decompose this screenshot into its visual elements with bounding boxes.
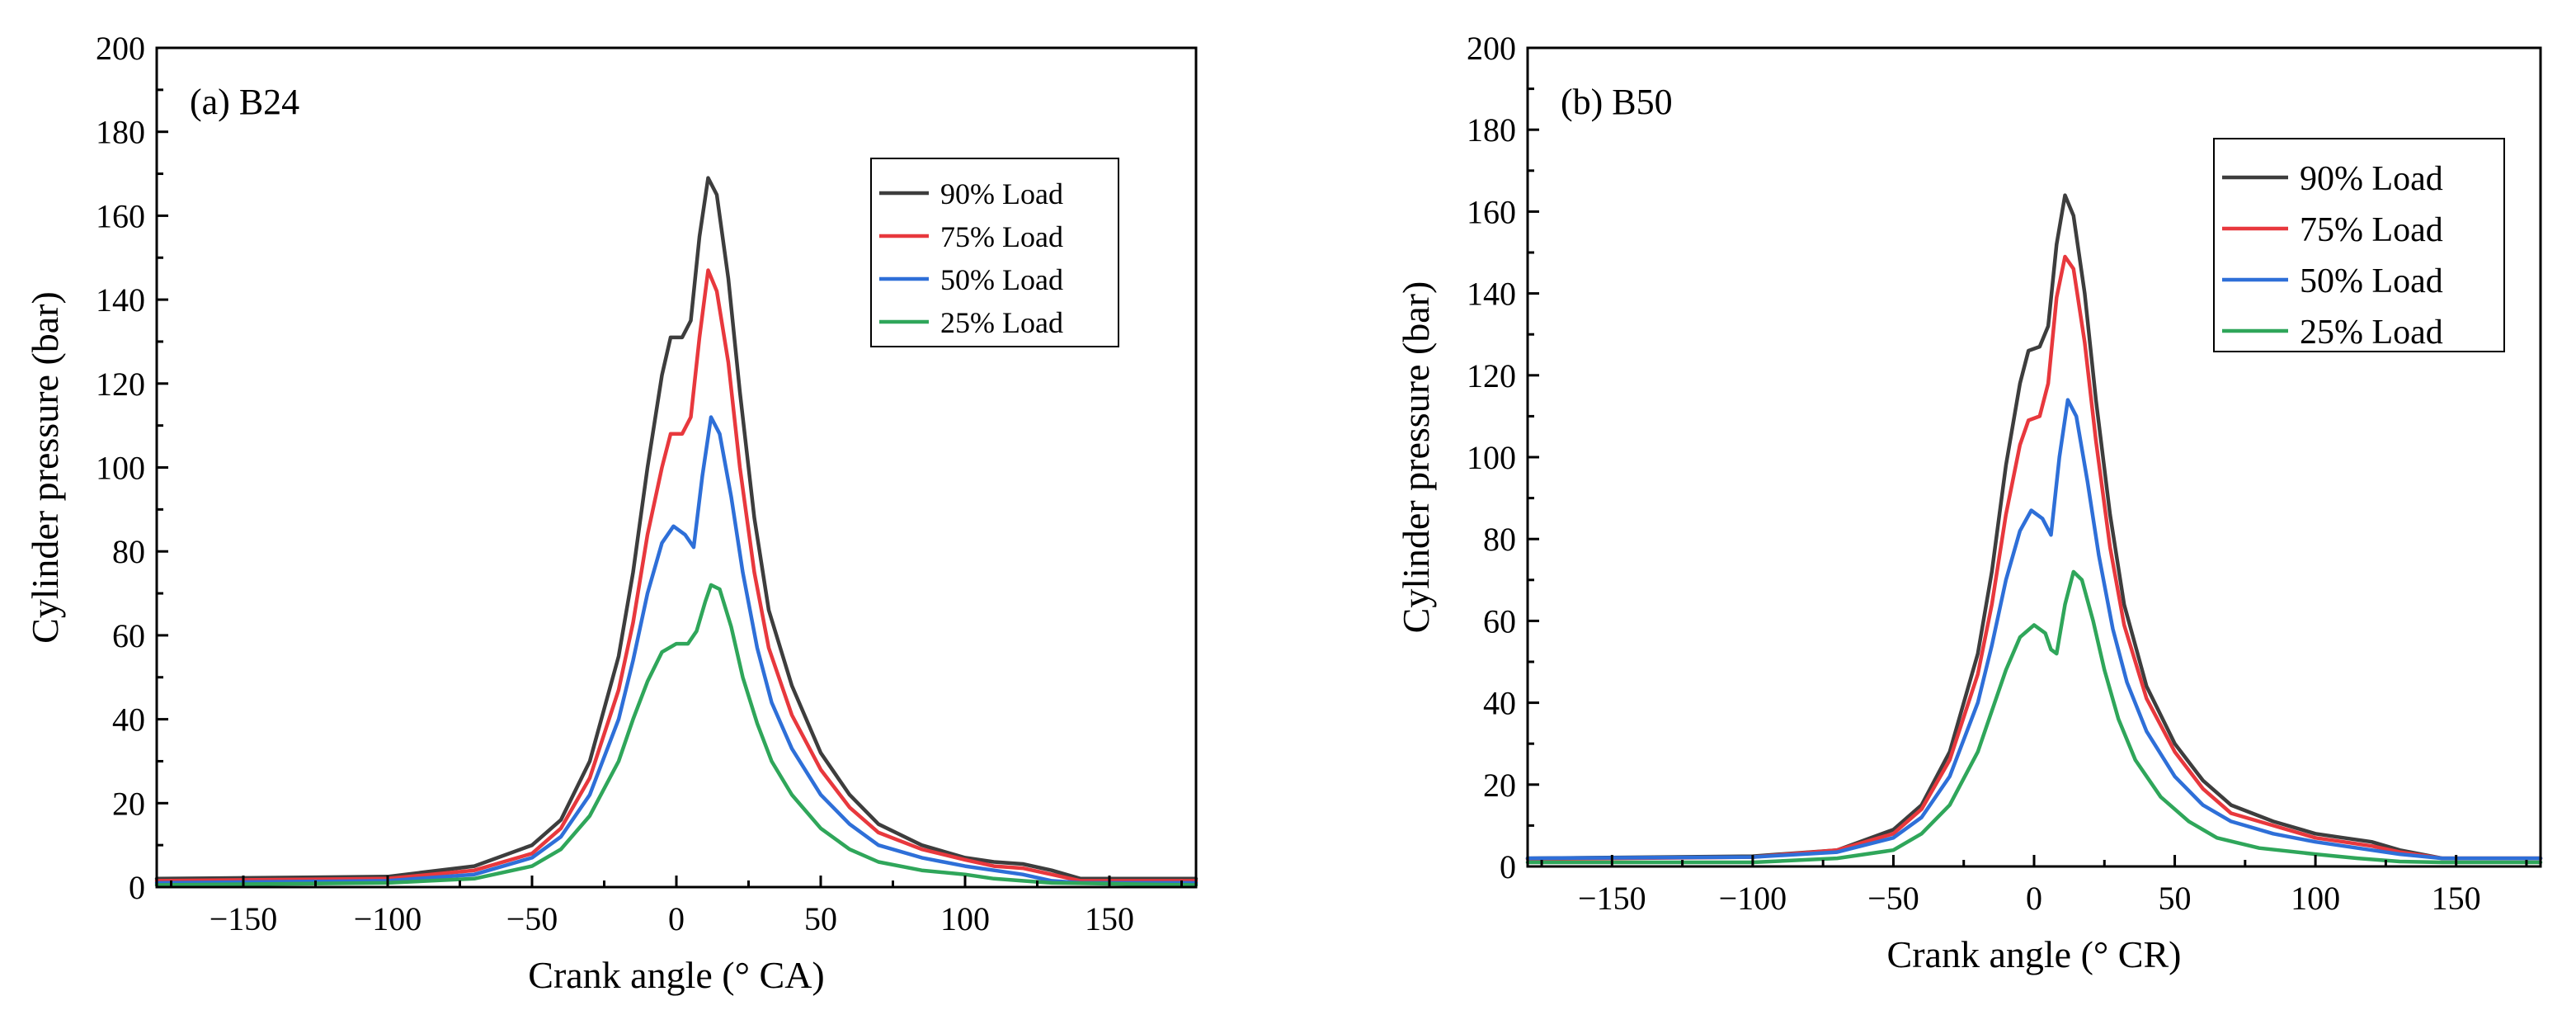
x-tick-label: −150	[1578, 880, 1646, 917]
legend-label: 75% Load	[2300, 211, 2443, 249]
y-tick-label: 40	[112, 701, 145, 739]
y-tick-label: 40	[1483, 685, 1516, 722]
x-tick-label: 0	[668, 900, 685, 937]
x-tick-label: −50	[1867, 880, 1919, 917]
y-tick-label: 160	[96, 197, 145, 234]
x-axis-title: Crank angle (° CR)	[1887, 933, 2182, 975]
y-tick-label: 120	[1467, 357, 1516, 394]
y-tick-label: 160	[1467, 193, 1516, 230]
y-tick-label: 140	[96, 281, 145, 319]
legend-label: 25% Load	[2300, 314, 2443, 352]
chart-panel-b50: −150 −100 −50 0 50 100 150 0 20 40 60 80 100 120 140 16…	[1395, 30, 2543, 975]
series-line-50-load	[1525, 398, 2543, 861]
y-axis-title: Cylinder pressure (bar)	[1395, 281, 1437, 634]
x-tick-label: 150	[1085, 900, 1134, 937]
series-line-50-load	[154, 415, 1199, 885]
x-tick-label: −150	[210, 900, 278, 937]
y-tick-label: 80	[112, 533, 145, 570]
x-tick-label: 50	[2159, 880, 2192, 917]
legend-box	[2213, 138, 2505, 352]
y-tick-label: 180	[96, 114, 145, 151]
x-tick-label: 0	[2026, 880, 2042, 917]
series-line-75-load	[1525, 254, 2543, 862]
chart-panel-b24: −150 −100 −50 0 50 100 150 0 20 40 60 80 100 120 140 16…	[24, 30, 1199, 996]
x-tick-label: 150	[2432, 880, 2481, 917]
panel-title: (a) B24	[190, 82, 299, 122]
y-tick-label: 60	[1483, 602, 1516, 640]
y-tick-label: 20	[112, 785, 145, 822]
legend-label: 50% Load	[940, 263, 1063, 296]
x-tick-label: −100	[1719, 880, 1787, 917]
series-line-75-load	[154, 268, 1199, 883]
legend-box	[870, 158, 1119, 347]
legend-label: 75% Load	[940, 220, 1063, 253]
y-tick-label: 200	[1467, 30, 1516, 67]
x-tick-label: 50	[804, 900, 837, 937]
panel-title: (b) B50	[1561, 82, 1673, 122]
y-axis-title: Cylinder pressure (bar)	[24, 291, 66, 644]
series-line-25-load	[154, 583, 1199, 887]
y-tick-label: 80	[1483, 521, 1516, 558]
legend-label: 90% Load	[940, 177, 1063, 210]
legend: 90% Load 75% Load 50% Load 25% Load	[2213, 138, 2505, 352]
x-tick-label: −100	[354, 900, 422, 937]
series-line-25-load	[1525, 569, 2543, 865]
y-tick-label: 0	[1500, 848, 1516, 885]
x-tick-label: −50	[506, 900, 558, 937]
legend-label: 90% Load	[2300, 160, 2443, 198]
y-tick-label: 100	[1467, 439, 1516, 476]
y-tick-label: 140	[1467, 276, 1516, 313]
y-tick-label: 20	[1483, 767, 1516, 804]
y-tick-label: 60	[112, 617, 145, 654]
series-line-90-load	[154, 176, 1199, 881]
x-tick-label: 100	[940, 900, 990, 937]
x-axis-title: Crank angle (° CA)	[528, 954, 824, 996]
legend-label: 25% Load	[940, 306, 1063, 339]
y-tick-label: 100	[96, 450, 145, 487]
y-tick-label: 120	[96, 366, 145, 403]
y-tick-label: 0	[129, 869, 145, 906]
y-tick-label: 180	[1467, 111, 1516, 149]
y-tick-label: 200	[96, 30, 145, 67]
legend-label: 50% Load	[2300, 262, 2443, 300]
series-line-90-load	[1525, 193, 2543, 861]
legend: 90% Load 75% Load 50% Load 25% Load	[870, 158, 1119, 347]
x-tick-label: 100	[2291, 880, 2340, 917]
